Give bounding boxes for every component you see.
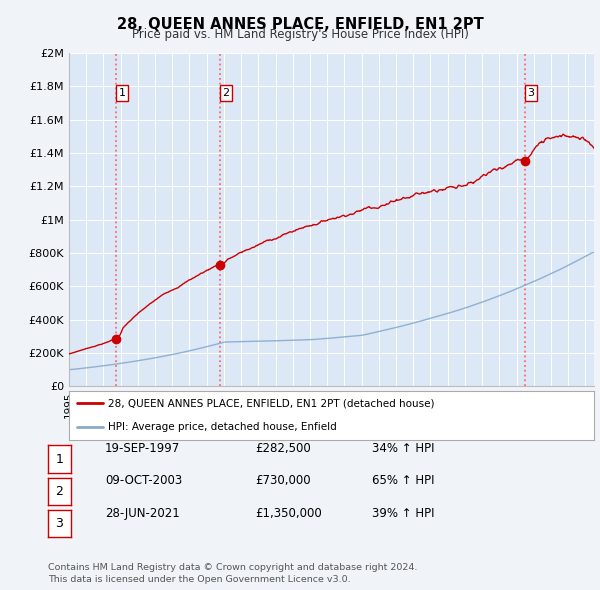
Text: 1: 1 <box>55 453 64 466</box>
Text: 3: 3 <box>55 517 64 530</box>
Text: HPI: Average price, detached house, Enfield: HPI: Average price, detached house, Enfi… <box>109 422 337 432</box>
Text: 2: 2 <box>223 88 230 98</box>
Text: 28-JUN-2021: 28-JUN-2021 <box>105 507 180 520</box>
Text: 28, QUEEN ANNES PLACE, ENFIELD, EN1 2PT (detached house): 28, QUEEN ANNES PLACE, ENFIELD, EN1 2PT … <box>109 398 435 408</box>
Text: 09-OCT-2003: 09-OCT-2003 <box>105 474 182 487</box>
Text: 1: 1 <box>118 88 125 98</box>
Text: Contains HM Land Registry data © Crown copyright and database right 2024.
This d: Contains HM Land Registry data © Crown c… <box>48 563 418 584</box>
Text: 65% ↑ HPI: 65% ↑ HPI <box>372 474 434 487</box>
Text: £730,000: £730,000 <box>255 474 311 487</box>
Text: Price paid vs. HM Land Registry's House Price Index (HPI): Price paid vs. HM Land Registry's House … <box>131 28 469 41</box>
Text: 34% ↑ HPI: 34% ↑ HPI <box>372 442 434 455</box>
Text: 28, QUEEN ANNES PLACE, ENFIELD, EN1 2PT: 28, QUEEN ANNES PLACE, ENFIELD, EN1 2PT <box>116 17 484 31</box>
Text: 2: 2 <box>55 485 64 498</box>
Text: 3: 3 <box>527 88 535 98</box>
Text: 19-SEP-1997: 19-SEP-1997 <box>105 442 180 455</box>
Text: £282,500: £282,500 <box>255 442 311 455</box>
Text: £1,350,000: £1,350,000 <box>255 507 322 520</box>
Text: 39% ↑ HPI: 39% ↑ HPI <box>372 507 434 520</box>
